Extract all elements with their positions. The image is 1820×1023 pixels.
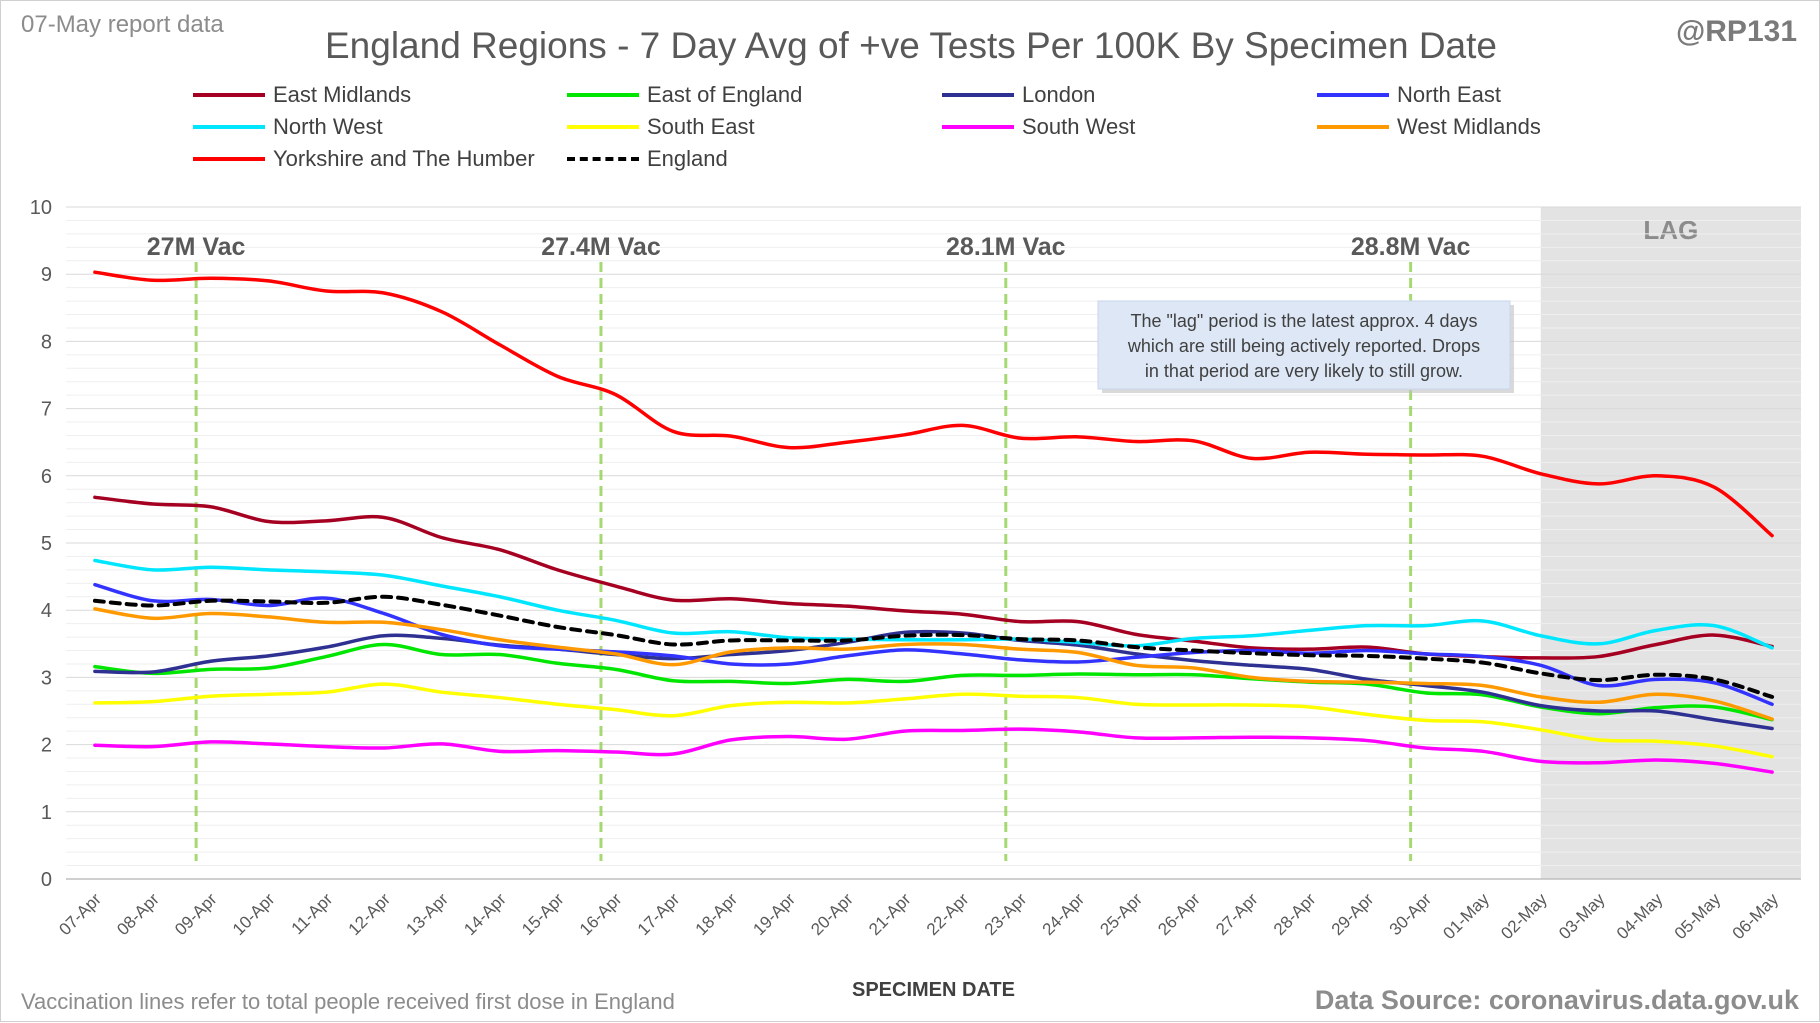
series-line-south-west bbox=[93, 727, 1774, 774]
x-tick-label: 30-Apr bbox=[1386, 889, 1436, 939]
x-tick-label: 23-Apr bbox=[981, 889, 1031, 939]
series-line-east-of-england bbox=[93, 642, 1774, 722]
x-axis-title: SPECIMEN DATE bbox=[852, 979, 1015, 1001]
legend-swatch bbox=[193, 157, 265, 161]
x-tick-label: 27-Apr bbox=[1212, 889, 1262, 939]
x-tick-label: 06-May bbox=[1729, 889, 1783, 943]
y-tick-label: 9 bbox=[41, 264, 52, 286]
x-tick-label: 10-Apr bbox=[229, 889, 279, 939]
legend-swatch bbox=[567, 157, 639, 161]
vaccination-label: 27M Vac bbox=[147, 233, 246, 261]
legend-label: North West bbox=[273, 114, 383, 139]
report-date-label: 07-May report data bbox=[21, 11, 224, 38]
y-tick-label: 6 bbox=[41, 466, 52, 488]
y-tick-label: 0 bbox=[41, 869, 52, 891]
x-tick-label: 17-Apr bbox=[634, 889, 684, 939]
series-line-england bbox=[92, 594, 1775, 699]
x-tick-label: 19-Apr bbox=[749, 889, 799, 939]
x-tick-label: 25-Apr bbox=[1096, 889, 1146, 939]
legend-swatch bbox=[942, 93, 1014, 97]
legend-item: North East bbox=[1317, 80, 1501, 110]
legend-label: London bbox=[1022, 82, 1096, 107]
legend-swatch bbox=[942, 125, 1014, 129]
legend-item: West Midlands bbox=[1317, 112, 1541, 142]
x-tick-label: 15-Apr bbox=[518, 889, 568, 939]
x-tick-label: 22-Apr bbox=[923, 889, 973, 939]
legend-swatch bbox=[567, 93, 639, 97]
y-tick-label: 8 bbox=[41, 331, 52, 353]
lag-note-line: which are still being actively reported.… bbox=[1127, 336, 1480, 356]
y-tick-label: 2 bbox=[41, 735, 52, 757]
legend-swatch bbox=[193, 93, 265, 97]
x-tick-label: 11-Apr bbox=[288, 889, 337, 938]
series-line-east-midlands bbox=[93, 495, 1774, 660]
series-line-west-midlands bbox=[93, 607, 1774, 721]
legend-label: North East bbox=[1397, 82, 1501, 107]
legend-swatch bbox=[1317, 93, 1389, 97]
lag-note-box bbox=[1097, 300, 1511, 390]
legend-item: North West bbox=[193, 112, 383, 142]
series-line-south-east bbox=[93, 682, 1774, 759]
legend-label: East Midlands bbox=[273, 82, 412, 107]
lag-label: LAG bbox=[1643, 215, 1698, 245]
author-handle: @RP131 bbox=[1676, 15, 1797, 48]
legend-label: South East bbox=[647, 114, 755, 139]
legend-label: West Midlands bbox=[1397, 114, 1541, 139]
series-line-london bbox=[93, 629, 1774, 731]
legend-item: Yorkshire and The Humber bbox=[193, 144, 535, 174]
x-tick-label: 07-Apr bbox=[55, 889, 105, 939]
legend-label: East of England bbox=[647, 82, 803, 107]
y-tick-label: 10 bbox=[30, 197, 52, 219]
series-line-north-east bbox=[93, 582, 1774, 707]
legend-item: England bbox=[567, 144, 728, 174]
legend-item: East Midlands bbox=[193, 80, 411, 110]
lag-note-line: The "lag" period is the latest approx. 4… bbox=[1131, 311, 1478, 331]
vaccination-label: 28.8M Vac bbox=[1351, 233, 1471, 261]
x-tick-label: 21-Apr bbox=[865, 889, 915, 939]
legend-item: East of England bbox=[567, 80, 802, 110]
x-tick-label: 28-Apr bbox=[1270, 889, 1320, 939]
vaccination-label: 27.4M Vac bbox=[541, 233, 661, 261]
vaccination-label: 28.1M Vac bbox=[946, 233, 1066, 261]
x-tick-label: 14-Apr bbox=[460, 889, 510, 939]
chart-title: England Regions - 7 Day Avg of +ve Tests… bbox=[324, 25, 1497, 66]
y-tick-label: 7 bbox=[41, 399, 52, 421]
vaccination-footnote: Vaccination lines refer to total people … bbox=[21, 989, 675, 1014]
x-tick-label: 12-Apr bbox=[345, 889, 395, 939]
x-tick-label: 04-May bbox=[1613, 889, 1667, 943]
x-tick-label: 03-May bbox=[1555, 889, 1609, 943]
x-tick-label: 24-Apr bbox=[1039, 889, 1089, 939]
x-tick-label: 16-Apr bbox=[576, 889, 626, 939]
y-tick-label: 3 bbox=[41, 667, 52, 689]
x-tick-label: 05-May bbox=[1671, 889, 1725, 943]
x-tick-label: 29-Apr bbox=[1328, 889, 1378, 939]
legend-swatch bbox=[193, 125, 265, 129]
chart-legend: East Midlands East of England London North … bbox=[1, 1, 1820, 201]
x-tick-label: 26-Apr bbox=[1154, 889, 1204, 939]
y-tick-label: 1 bbox=[41, 802, 52, 824]
x-tick-label: 09-Apr bbox=[171, 889, 221, 939]
legend-swatch bbox=[1317, 125, 1389, 129]
y-tick-label: 5 bbox=[41, 533, 52, 555]
legend-label: England bbox=[647, 146, 728, 171]
legend-item: London bbox=[942, 80, 1095, 110]
x-tick-label: 18-Apr bbox=[692, 889, 742, 939]
legend-swatch bbox=[567, 125, 639, 129]
x-tick-label: 13-Apr bbox=[402, 889, 452, 939]
x-tick-label: 02-May bbox=[1497, 889, 1551, 943]
data-source-label: Data Source: coronavirus.data.gov.uk bbox=[1314, 985, 1799, 1015]
series-line-yorkshire-and-the-humber bbox=[93, 270, 1774, 538]
x-tick-label: 01-May bbox=[1439, 889, 1493, 943]
series-line-north-west bbox=[93, 558, 1774, 650]
y-tick-label: 4 bbox=[41, 600, 52, 622]
legend-label: Yorkshire and The Humber bbox=[273, 146, 535, 171]
x-tick-label: 20-Apr bbox=[807, 889, 857, 939]
legend-label: South West bbox=[1022, 114, 1136, 139]
x-tick-label: 08-Apr bbox=[113, 889, 163, 939]
legend-item: South West bbox=[942, 112, 1135, 142]
legend-item: South East bbox=[567, 112, 755, 142]
lag-note-line: in that period are very likely to still … bbox=[1145, 361, 1463, 381]
